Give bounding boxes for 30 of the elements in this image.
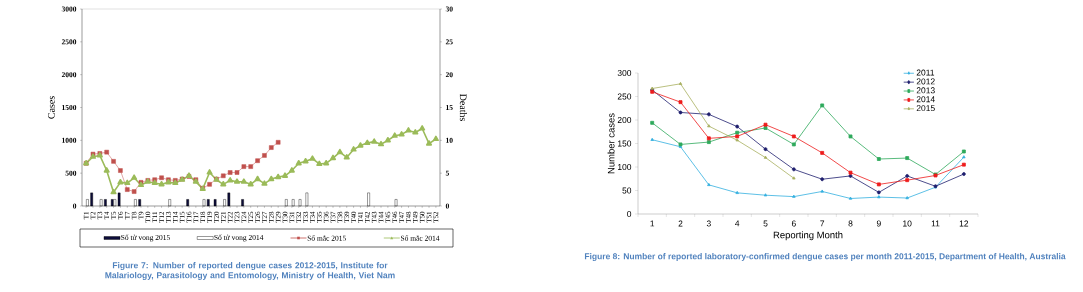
y-tick-label: 100 [618, 164, 632, 170]
y-tick-label: 150 [618, 140, 632, 147]
y-tick-label: 0 [627, 211, 632, 217]
y-tick-label: 50 [622, 187, 632, 194]
y-tick-label: 250 [617, 93, 632, 100]
legend-label: 2012 [916, 78, 935, 85]
y-axis-title: Cases [48, 96, 55, 119]
x-tick-label: 3 [706, 220, 711, 227]
caption: Figure 7: Number of reported dengue cases 2012-2015, Institute for Malariology, Parasitology and Entomology, Ministry of Health, Viet Nam [105, 262, 395, 280]
y-tick-label: 200 [617, 117, 632, 123]
x-tick-label: 1 [650, 220, 655, 227]
x-tick-label: 6 [791, 220, 796, 227]
x-tick-label: 9 [876, 220, 881, 227]
x-tick-label: 5 [763, 220, 768, 227]
y2-axis-title: Deaths [459, 93, 467, 121]
x-tick-label: 8 [848, 220, 853, 227]
y-tick-label: 300 [617, 70, 632, 76]
x-axis-title: Reporting Month [773, 231, 843, 241]
x-tick-label: 2 [678, 220, 683, 227]
x-tick-label: 10 [903, 220, 912, 227]
legend-label: 2014 [916, 96, 935, 103]
legend-label: 2011 [916, 69, 935, 76]
caption: Figure 8: Number of reported laboratory-confirmed dengue cases per month 2011-2015, Department of Health, Australia [584, 253, 1066, 261]
x-tick-label: 4 [735, 220, 740, 227]
legend-label: 2013 [916, 87, 935, 94]
x-tick-label: 11 [931, 220, 940, 227]
legend-label: 2015 [916, 105, 935, 112]
y-axis-title: Number cases [607, 113, 615, 174]
x-tick-label: 12 [959, 220, 969, 227]
x-tick-label: 7 [820, 220, 825, 227]
